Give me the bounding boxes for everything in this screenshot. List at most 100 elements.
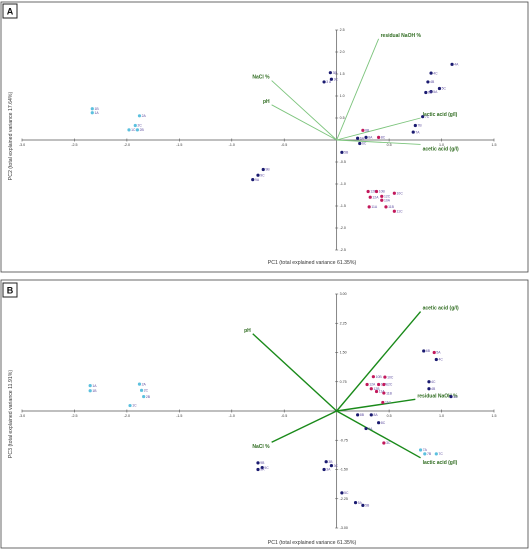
point-label: 12B bbox=[370, 190, 377, 194]
y-tick-label: -2.5 bbox=[340, 248, 346, 252]
point-label: 7B bbox=[418, 124, 423, 128]
score-point bbox=[422, 349, 426, 353]
panel-b-label: B bbox=[7, 286, 14, 296]
y-tick-label: 1.0 bbox=[340, 94, 345, 98]
point-label: 4B bbox=[430, 80, 435, 84]
vector-label: residual NaOH % bbox=[381, 33, 422, 39]
point-label: 7C bbox=[439, 452, 444, 456]
panel-a-frame bbox=[0, 1, 529, 273]
panel-a-label: A bbox=[7, 7, 14, 17]
score-point bbox=[382, 441, 386, 445]
point-label: 2B bbox=[146, 395, 151, 399]
point-label: 12A bbox=[372, 195, 379, 199]
point-label: 9C bbox=[260, 173, 265, 177]
vector-label: lactic acid (g/l) bbox=[423, 112, 458, 118]
loading-vector bbox=[271, 80, 337, 141]
score-point bbox=[421, 115, 425, 119]
point-label: 6C bbox=[362, 142, 367, 146]
x-tick-label: -2.5 bbox=[71, 143, 77, 147]
x-tick-label: 1.5 bbox=[492, 414, 497, 418]
score-point bbox=[423, 452, 427, 456]
score-point bbox=[365, 382, 369, 387]
loading-vector bbox=[336, 410, 421, 459]
score-point bbox=[366, 189, 370, 194]
score-point bbox=[90, 111, 94, 115]
point-label: 4A bbox=[453, 395, 458, 399]
loading-vector bbox=[336, 38, 380, 141]
score-point bbox=[353, 501, 358, 505]
score-point bbox=[383, 375, 387, 379]
point-label: 3A bbox=[326, 468, 331, 472]
point-label: 5C bbox=[344, 491, 349, 495]
point-label: 8B bbox=[360, 413, 365, 417]
point-label: 8C bbox=[381, 136, 386, 140]
panel-a-loading-vectors: residual NaOH % NaCl % pH lactic acid (g/l)… bbox=[252, 33, 459, 153]
score-point bbox=[361, 503, 365, 507]
score-point bbox=[322, 467, 326, 472]
x-tick-label: -1.5 bbox=[176, 414, 182, 418]
point-label: 9C bbox=[264, 466, 269, 470]
panel-b-x-axis-title: PC1 (total explained variance 61.35%) bbox=[268, 540, 357, 546]
point-label: 2B bbox=[140, 128, 145, 132]
vector-label: pH bbox=[263, 99, 270, 105]
score-point bbox=[88, 384, 92, 388]
score-point bbox=[368, 195, 372, 199]
score-point bbox=[364, 135, 368, 139]
score-point bbox=[371, 375, 375, 379]
point-label: 9A bbox=[260, 468, 265, 472]
point-label: 12B bbox=[373, 387, 380, 391]
score-point bbox=[411, 130, 415, 134]
y-tick-label: -3.00 bbox=[340, 526, 348, 530]
score-point bbox=[261, 167, 265, 172]
score-point bbox=[413, 123, 417, 128]
score-point bbox=[382, 391, 386, 395]
x-tick-label: 1.0 bbox=[439, 143, 444, 147]
point-label: 12C bbox=[386, 383, 393, 387]
score-point bbox=[358, 141, 362, 146]
x-tick-label: 1.0 bbox=[439, 414, 444, 418]
point-label: 5C bbox=[442, 87, 447, 91]
point-label: 9B bbox=[260, 461, 265, 465]
point-label: 8A bbox=[373, 413, 378, 417]
point-label: 8A bbox=[368, 136, 373, 140]
loading-vector bbox=[336, 117, 421, 141]
vector-label: NaCl % bbox=[252, 444, 270, 450]
point-label: 5B bbox=[344, 151, 349, 155]
score-point bbox=[377, 382, 381, 387]
x-tick-label: -1.0 bbox=[229, 143, 235, 147]
panel-b: B PC1 (total explained variance 61.35%) … bbox=[0, 279, 529, 549]
score-point bbox=[426, 80, 430, 84]
point-label: 4B bbox=[431, 387, 436, 391]
point-label: 10B bbox=[376, 375, 383, 379]
y-tick-label: -0.5 bbox=[340, 160, 346, 164]
loading-vector bbox=[252, 333, 338, 412]
x-tick-label: -3.0 bbox=[19, 414, 25, 418]
point-label: 5B bbox=[365, 504, 370, 508]
score-point bbox=[88, 389, 92, 393]
point-label: 4A bbox=[454, 63, 459, 67]
point-label: 10A bbox=[384, 198, 391, 202]
point-label: 11A bbox=[371, 205, 378, 209]
vector-label: acetic acid (g/l) bbox=[423, 306, 459, 312]
y-tick-label: 3.00 bbox=[340, 292, 347, 296]
score-point bbox=[137, 114, 142, 118]
y-tick-label: -2.25 bbox=[340, 497, 348, 501]
score-point bbox=[364, 426, 368, 431]
point-label: 4C bbox=[431, 380, 436, 384]
point-label: 1B bbox=[92, 389, 97, 393]
score-point bbox=[434, 452, 438, 456]
x-tick-label: 1.5 bbox=[492, 143, 497, 147]
score-point bbox=[256, 467, 260, 472]
score-point bbox=[340, 150, 344, 154]
score-point bbox=[137, 382, 142, 386]
x-tick-label: -0.5 bbox=[281, 414, 287, 418]
panel-b-score-points: 1A1B2A2C2B1C6B5A4C10C10B12A10A12C12B11A1… bbox=[88, 349, 458, 508]
score-point bbox=[367, 205, 371, 209]
score-point bbox=[392, 191, 396, 195]
score-point bbox=[256, 461, 260, 465]
score-point bbox=[90, 107, 94, 111]
x-tick-label: 0.5 bbox=[387, 414, 392, 418]
point-label: 6B bbox=[426, 349, 431, 353]
point-label: 11C bbox=[385, 401, 392, 405]
